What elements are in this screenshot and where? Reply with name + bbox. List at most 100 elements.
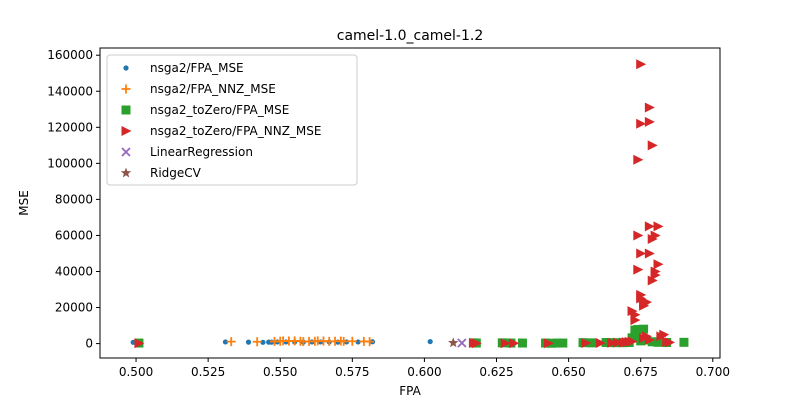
data-point: [581, 338, 592, 349]
data-point: [245, 339, 252, 345]
y-tick-label: 100000: [47, 156, 93, 170]
data-point: [644, 221, 655, 232]
data-point: [650, 230, 661, 241]
y-tick-label: 80000: [55, 192, 93, 206]
legend-label: nsga2/FPA_MSE: [150, 61, 244, 75]
series-5: [448, 337, 459, 348]
data-point: [653, 337, 663, 347]
chart-title: camel-1.0_camel-1.2: [337, 28, 483, 44]
legend-box: [106, 54, 358, 186]
y-tick-label: 120000: [47, 120, 93, 134]
x-tick-label: 0.625: [479, 365, 513, 379]
y-axis-label: MSE: [17, 190, 31, 216]
y-axis: 0 20000 40000 60000 80000 100000 120000 140000 1…: [47, 48, 100, 351]
legend-marker: [121, 105, 131, 115]
data-point: [339, 336, 349, 346]
data-point: [679, 337, 689, 347]
data-point: [653, 259, 664, 270]
data-point: [644, 248, 655, 259]
data-point: [633, 264, 644, 275]
x-tick-label: 0.700: [696, 365, 730, 379]
legend-entry: nsga2_toZero/FPA_NNZ_MSE: [121, 124, 321, 138]
data-point: [500, 338, 511, 349]
x-tick-label: 0.575: [335, 365, 369, 379]
data-point: [647, 337, 657, 347]
legend-marker: [120, 167, 132, 178]
legend-label: nsga2_toZero/FPA_MSE: [150, 103, 289, 117]
x-tick-label: 0.600: [407, 365, 441, 379]
series-3: [134, 59, 676, 349]
legend-entry: RidgeCV: [120, 166, 202, 180]
plot-border: [99, 47, 721, 359]
y-tick-label: 140000: [47, 84, 93, 98]
x-tick-label: 0.675: [624, 365, 658, 379]
data-point: [630, 330, 640, 340]
legend-label: nsga2/FPA_NNZ_MSE: [150, 82, 276, 96]
data-point: [636, 248, 647, 259]
data-point: [347, 336, 357, 346]
data-point: [633, 230, 644, 241]
data-point: [633, 154, 644, 165]
data-point: [222, 339, 229, 345]
legend-entry: nsga2_toZero/FPA_MSE: [121, 103, 289, 117]
legend-label: RidgeCV: [150, 166, 202, 180]
data-point: [365, 337, 375, 347]
legend-marker: [121, 84, 131, 94]
legend-marker: [121, 126, 132, 136]
data-point: [627, 336, 638, 347]
x-tick-label: 0.550: [263, 365, 297, 379]
data-marks: [130, 59, 689, 349]
data-point: [650, 270, 661, 281]
x-tick-label: 0.500: [119, 365, 153, 379]
y-tick-label: 0: [85, 337, 93, 351]
legend-entry: LinearRegression: [121, 145, 253, 159]
x-tick-label: 0.525: [191, 365, 225, 379]
y-tick-label: 60000: [55, 228, 93, 242]
data-point: [644, 102, 655, 113]
series-1: [226, 336, 375, 347]
legend-marker: [123, 65, 129, 71]
legend-marker: [121, 147, 131, 157]
x-axis-label: FPA: [399, 384, 421, 398]
data-point: [630, 315, 641, 326]
data-point: [665, 337, 676, 348]
data-point: [644, 116, 655, 127]
legend-entry: nsga2/FPA_MSE: [123, 61, 244, 75]
data-point: [543, 338, 554, 349]
data-point: [636, 118, 647, 129]
data-point: [607, 337, 618, 348]
data-point: [633, 325, 643, 335]
data-point: [226, 337, 236, 347]
data-point: [636, 289, 647, 300]
data-point: [427, 338, 433, 345]
x-axis: 0.500 0.525 0.550 0.575 0.600 0.625 0.650 0.675…: [119, 358, 730, 379]
legend-label: nsga2_toZero/FPA_NNZ_MSE: [150, 124, 321, 138]
legend: nsga2/FPA_MSE nsga2/FPA_NNZ_MSE nsga2_toZe…: [106, 54, 358, 186]
series-4: [457, 338, 467, 348]
data-point: [647, 275, 658, 286]
data-point: [639, 324, 649, 334]
data-point: [457, 338, 467, 348]
data-point: [517, 338, 527, 348]
legend-label: LinearRegression: [150, 145, 253, 159]
data-point: [471, 338, 482, 349]
data-point: [587, 338, 597, 348]
data-point: [636, 59, 647, 70]
x-tick-label: 0.650: [551, 365, 585, 379]
data-point: [641, 297, 652, 308]
y-tick-label: 20000: [55, 301, 93, 315]
data-point: [558, 338, 568, 348]
data-point: [653, 221, 664, 232]
data-point: [601, 338, 611, 347]
data-point: [448, 337, 459, 348]
data-point: [613, 337, 624, 348]
legend-entry: nsga2/FPA_NNZ_MSE: [121, 82, 276, 96]
data-point: [252, 337, 262, 347]
data-point: [134, 338, 145, 349]
data-point: [552, 338, 562, 348]
data-point: [647, 140, 658, 151]
data-point: [509, 338, 520, 349]
y-tick-label: 160000: [47, 48, 93, 62]
y-tick-label: 40000: [55, 264, 93, 278]
